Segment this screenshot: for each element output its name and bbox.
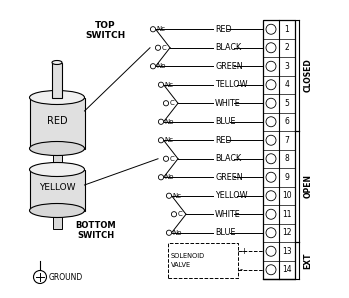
Circle shape — [266, 61, 276, 71]
Text: WHITE: WHITE — [215, 99, 241, 108]
Circle shape — [266, 172, 276, 182]
Text: VALVE: VALVE — [171, 262, 191, 268]
Text: C: C — [170, 156, 174, 162]
Circle shape — [266, 80, 276, 90]
Circle shape — [266, 228, 276, 238]
Text: No: No — [172, 230, 182, 236]
Text: 1: 1 — [285, 25, 289, 34]
Text: SOLENOID: SOLENOID — [171, 253, 205, 259]
Text: 10: 10 — [282, 191, 292, 200]
Text: 14: 14 — [282, 265, 292, 274]
Text: 13: 13 — [282, 247, 292, 256]
Text: BOTTOM: BOTTOM — [76, 221, 116, 230]
Ellipse shape — [30, 142, 84, 156]
Ellipse shape — [30, 204, 84, 218]
Text: C: C — [162, 45, 166, 51]
Circle shape — [266, 154, 276, 164]
Text: 8: 8 — [285, 154, 289, 163]
Ellipse shape — [30, 162, 84, 176]
Circle shape — [266, 43, 276, 53]
Text: GROUND: GROUND — [49, 272, 83, 282]
Text: YELLOW: YELLOW — [215, 191, 247, 200]
Bar — [263, 20, 295, 279]
Text: +: + — [240, 247, 247, 256]
Circle shape — [155, 45, 161, 50]
Text: Nc: Nc — [164, 82, 173, 88]
Bar — [52, 210, 61, 229]
Text: No: No — [164, 174, 174, 180]
Text: BLACK: BLACK — [215, 43, 241, 52]
Text: TOP: TOP — [95, 21, 115, 30]
Text: No: No — [164, 119, 174, 125]
Circle shape — [34, 271, 46, 283]
Circle shape — [266, 135, 276, 145]
Text: BLUE: BLUE — [215, 228, 236, 237]
Circle shape — [166, 193, 172, 198]
Text: BLUE: BLUE — [215, 117, 236, 126]
Text: SWITCH: SWITCH — [77, 230, 114, 240]
Bar — [168, 243, 238, 277]
Text: 5: 5 — [284, 99, 289, 108]
Circle shape — [158, 119, 164, 124]
Text: TELLOW: TELLOW — [215, 80, 247, 89]
Ellipse shape — [52, 60, 62, 64]
Text: 12: 12 — [282, 228, 292, 237]
Text: 9: 9 — [284, 173, 289, 182]
Circle shape — [266, 98, 276, 108]
Text: RED: RED — [47, 116, 67, 126]
Text: C: C — [170, 100, 174, 106]
Text: 3: 3 — [284, 62, 289, 71]
Circle shape — [158, 138, 164, 143]
Circle shape — [266, 246, 276, 256]
Text: C: C — [178, 211, 182, 217]
Circle shape — [150, 27, 156, 32]
Circle shape — [266, 117, 276, 127]
Circle shape — [266, 209, 276, 219]
Text: 2: 2 — [285, 43, 289, 52]
Circle shape — [150, 64, 156, 69]
Text: Nc: Nc — [172, 193, 181, 199]
Text: CLOSED: CLOSED — [304, 59, 312, 92]
Text: RED: RED — [215, 136, 232, 145]
Text: No: No — [156, 63, 166, 69]
Text: GREEN: GREEN — [215, 173, 243, 182]
Text: SWITCH: SWITCH — [85, 30, 125, 40]
Circle shape — [158, 175, 164, 180]
Text: 4: 4 — [284, 80, 289, 89]
Circle shape — [158, 82, 164, 87]
Text: Nc: Nc — [156, 26, 166, 32]
Text: EXT: EXT — [304, 252, 312, 269]
Text: -: - — [240, 265, 243, 274]
Text: Nc: Nc — [164, 137, 173, 143]
Text: RED: RED — [215, 25, 232, 34]
Text: 6: 6 — [284, 117, 289, 126]
Bar — [52, 63, 62, 97]
Circle shape — [266, 24, 276, 34]
Circle shape — [171, 212, 177, 217]
Text: WHITE: WHITE — [215, 210, 241, 219]
Text: YELLOW: YELLOW — [39, 184, 75, 193]
Bar — [30, 97, 84, 148]
Text: GREEN: GREEN — [215, 62, 243, 71]
Bar — [52, 148, 61, 170]
Circle shape — [266, 265, 276, 275]
Text: 11: 11 — [282, 210, 292, 219]
Circle shape — [163, 101, 169, 106]
Text: OPEN: OPEN — [304, 175, 312, 198]
Circle shape — [166, 230, 172, 235]
Ellipse shape — [30, 91, 84, 105]
Bar — [30, 170, 84, 210]
Circle shape — [163, 156, 169, 161]
Circle shape — [266, 191, 276, 201]
Text: 7: 7 — [284, 136, 289, 145]
Text: BLACK: BLACK — [215, 154, 241, 163]
